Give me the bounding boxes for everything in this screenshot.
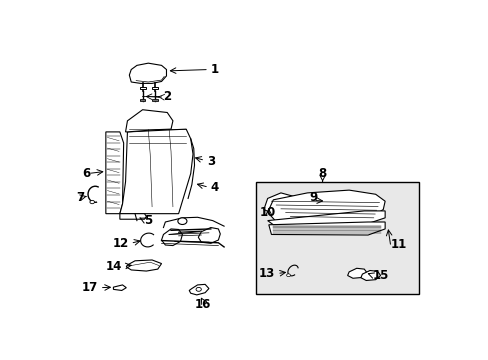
Circle shape bbox=[286, 274, 290, 276]
Text: 2: 2 bbox=[163, 90, 170, 103]
Polygon shape bbox=[120, 129, 193, 214]
Polygon shape bbox=[267, 190, 385, 225]
Text: 16: 16 bbox=[195, 298, 211, 311]
Text: 1: 1 bbox=[210, 63, 219, 76]
Text: 6: 6 bbox=[82, 167, 90, 180]
Polygon shape bbox=[126, 260, 161, 271]
Polygon shape bbox=[161, 229, 182, 246]
Polygon shape bbox=[113, 285, 126, 291]
Bar bbox=[256, 182, 418, 294]
Polygon shape bbox=[198, 228, 220, 243]
Polygon shape bbox=[125, 110, 173, 132]
Polygon shape bbox=[267, 211, 385, 225]
Text: 11: 11 bbox=[390, 238, 406, 251]
Text: 8: 8 bbox=[318, 167, 326, 180]
Text: 3: 3 bbox=[206, 154, 215, 167]
Polygon shape bbox=[268, 222, 385, 235]
Polygon shape bbox=[105, 132, 123, 214]
Bar bbox=[139, 87, 145, 89]
Polygon shape bbox=[347, 268, 366, 278]
Text: 5: 5 bbox=[143, 213, 152, 226]
Text: 10: 10 bbox=[260, 206, 276, 219]
Circle shape bbox=[178, 218, 186, 225]
Polygon shape bbox=[360, 270, 380, 280]
Polygon shape bbox=[189, 284, 208, 295]
Text: 9: 9 bbox=[308, 190, 317, 203]
Text: 12: 12 bbox=[112, 237, 128, 250]
Bar bbox=[152, 87, 158, 89]
Circle shape bbox=[196, 287, 201, 291]
Text: 15: 15 bbox=[372, 269, 388, 282]
Bar bbox=[140, 99, 145, 102]
Circle shape bbox=[90, 201, 94, 204]
Polygon shape bbox=[264, 193, 296, 216]
Text: 14: 14 bbox=[106, 260, 122, 273]
Polygon shape bbox=[129, 63, 166, 84]
Text: 17: 17 bbox=[82, 281, 98, 294]
Text: 4: 4 bbox=[210, 181, 219, 194]
Bar bbox=[152, 99, 158, 102]
Polygon shape bbox=[120, 214, 146, 219]
Text: 13: 13 bbox=[259, 267, 275, 280]
Text: 7: 7 bbox=[76, 190, 84, 203]
